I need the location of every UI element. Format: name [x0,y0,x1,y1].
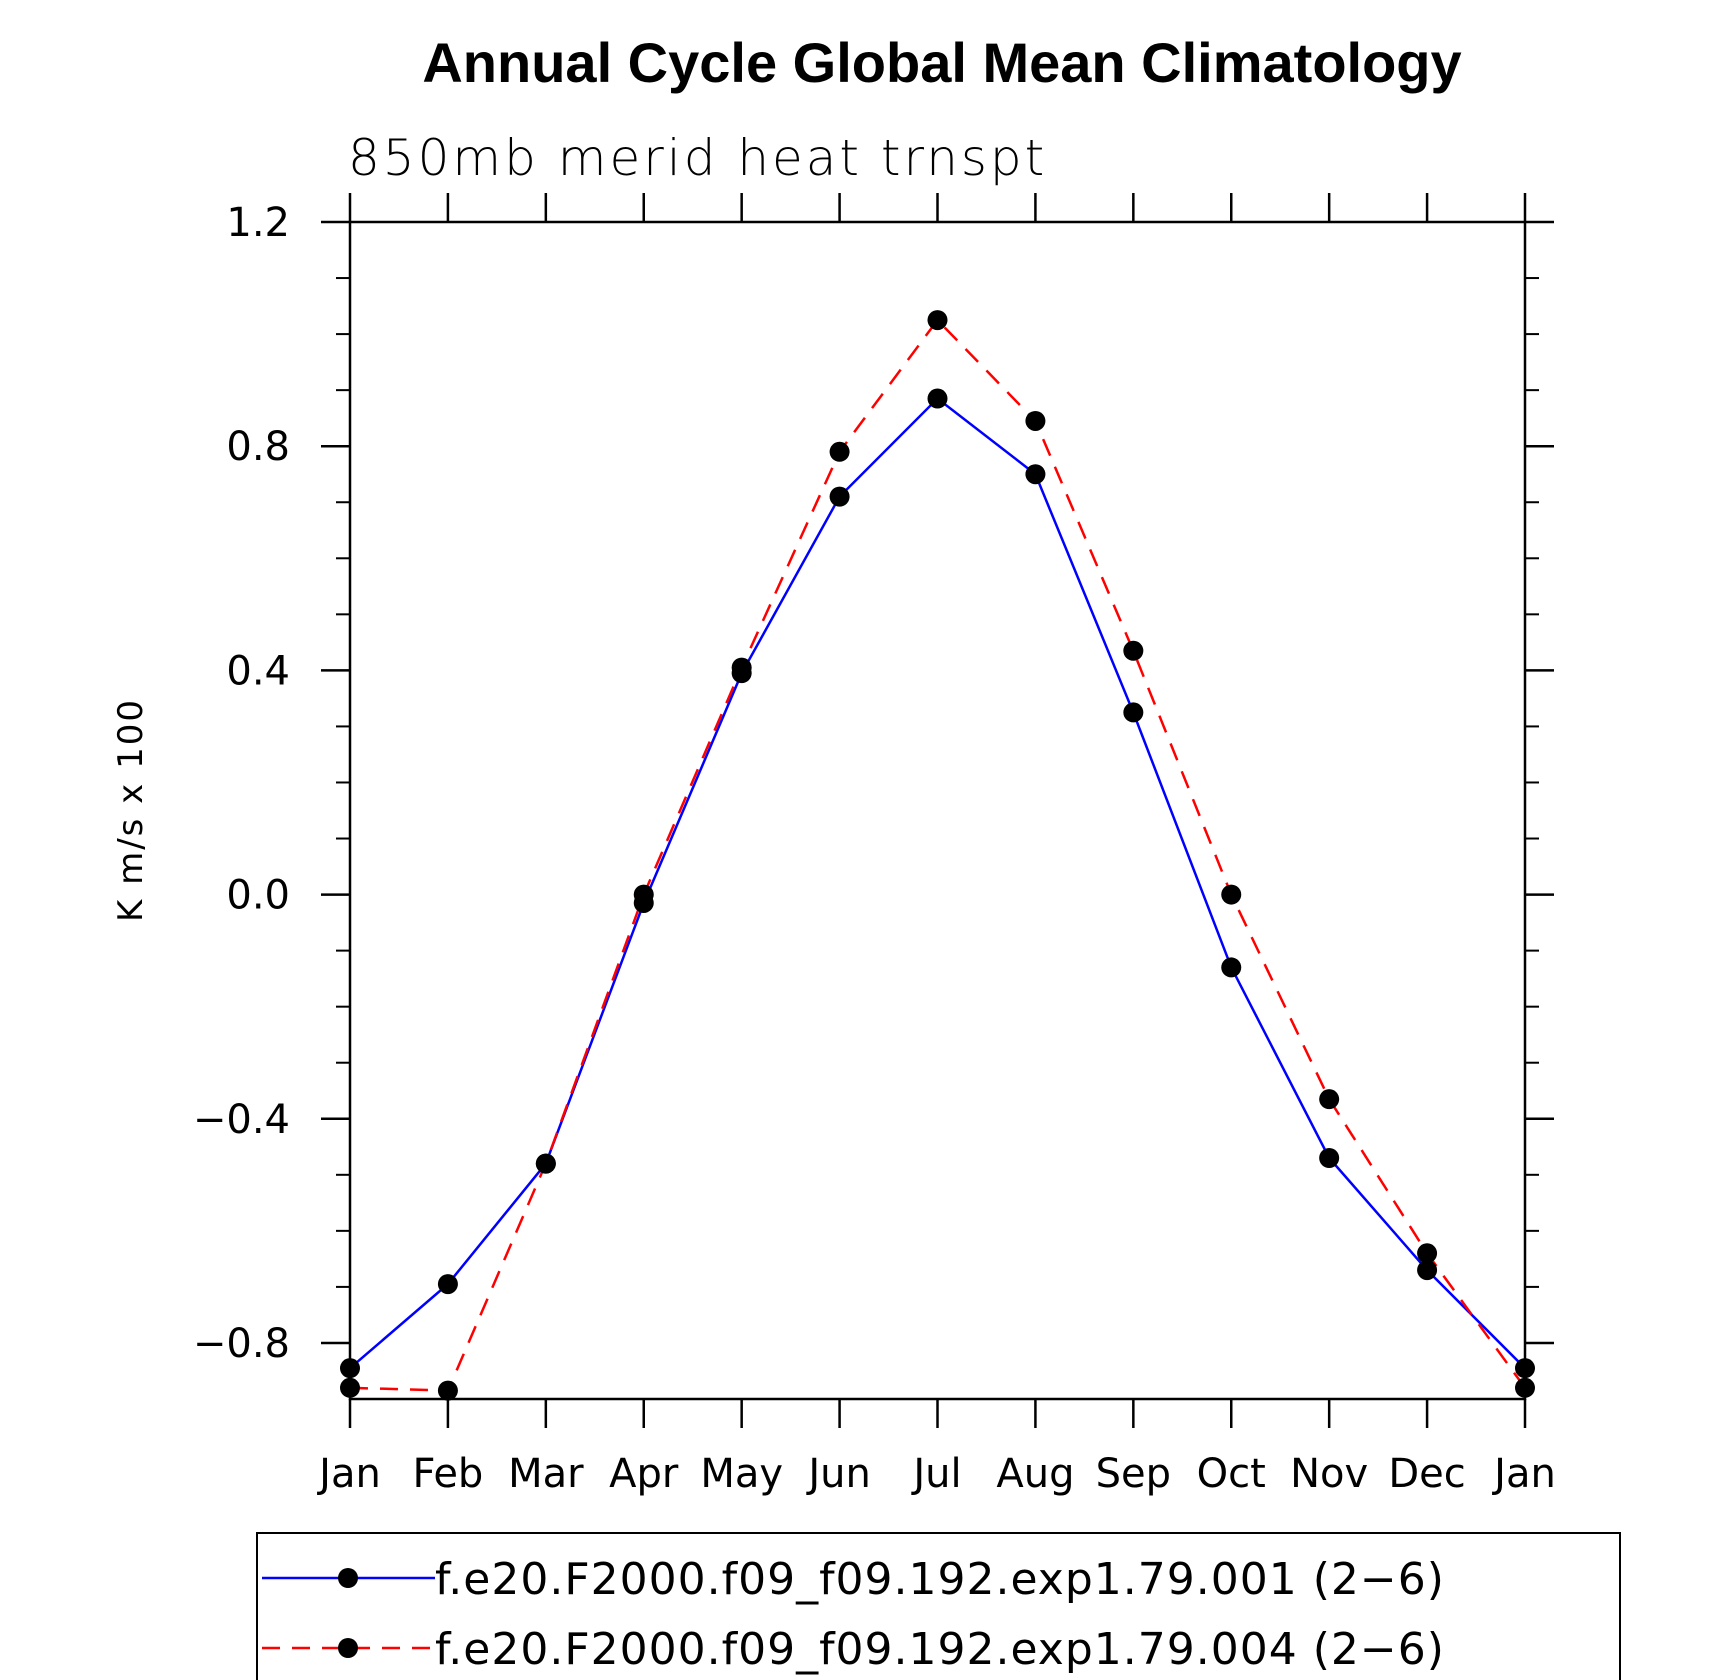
series-2-point [731,657,752,678]
series-1-point [1319,1147,1340,1168]
series-2-point [535,1153,556,1174]
series-1-point [829,486,850,507]
legend: f.e20.F2000.f09_f09.192.exp1.79.001 (2−6… [256,1532,1621,1680]
series-1-point [340,1358,360,1379]
x-tick-label: Nov [1290,1451,1368,1497]
x-tick-label: Feb [413,1451,484,1497]
series-2-point [1221,884,1242,905]
legend-marker-001 [338,1568,358,1588]
series-1-point [1025,464,1046,485]
x-tick-label: Mar [508,1451,584,1497]
x-tick-label: Oct [1197,1451,1266,1497]
series-2-point [437,1380,458,1401]
series-1-point [927,388,948,409]
y-tick-label: 0.4 [226,648,290,694]
legend-box [256,1532,1621,1680]
series-layer [349,318,1527,1392]
series-2-point [829,441,850,462]
x-tick-label: Jun [805,1451,871,1497]
x-tick-label: Apr [609,1451,679,1497]
series-1-point [1123,702,1144,723]
x-tick-label: Jan [316,1451,381,1497]
x-tick-label: Aug [996,1451,1074,1497]
series-1-point [437,1274,458,1295]
y-tick-label: 0.8 [226,424,290,470]
y-tick-label: −0.8 [193,1321,290,1367]
y-tick-label: −0.4 [193,1097,290,1143]
series-2-point [927,310,948,331]
series-line-2 [349,318,1527,1392]
y-tick-label: 0.0 [226,873,290,919]
legend-label-004: f.e20.F2000.f09_f09.192.exp1.79.004 (2−6… [435,1624,1445,1675]
chart-subtitle: 850mb merid heat trnspt [348,129,1047,187]
series-2-point [633,884,654,905]
y-axis-label: K m/s x 100 [111,698,151,922]
series-1-point [1515,1358,1535,1379]
legend-marker-004 [338,1638,358,1658]
series-2-point [1417,1243,1438,1264]
legend-label-001: f.e20.F2000.f09_f09.192.exp1.79.001 (2−6… [435,1554,1445,1605]
series-2-point [1025,410,1046,431]
series-1-point [1221,957,1242,978]
y-tick-label: 1.2 [226,200,290,246]
x-tick-label: May [700,1451,783,1497]
series-2-point [1319,1089,1340,1110]
series-2-point [1515,1377,1535,1398]
x-tick-label: Sep [1096,1451,1171,1497]
series-line-1 [349,396,1526,1370]
x-tick-label: Jul [910,1451,961,1497]
x-tick-label: Dec [1388,1451,1465,1497]
series-1-point [1417,1260,1438,1281]
series-2-point [340,1377,360,1398]
axes: Jan Feb Mar Apr May Jun Jul Aug Sep Oct Nov Dec Jan 1… [193,193,1556,1497]
x-tick-label: Jan [1491,1451,1556,1497]
chart-title: Annual Cycle Global Mean Climatology [422,31,1461,94]
markers-layer [340,310,1535,1401]
series-2-point [1123,640,1144,661]
